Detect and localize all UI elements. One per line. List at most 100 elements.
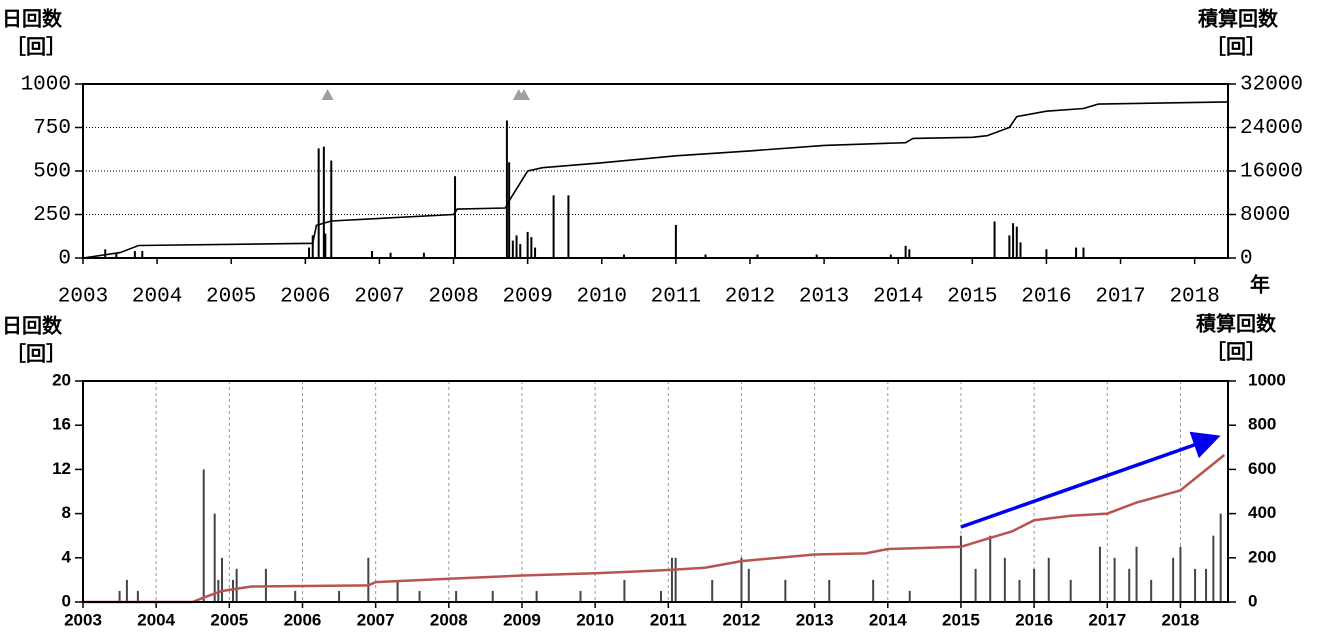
cumulative-line [83, 454, 1226, 604]
bar [308, 247, 311, 258]
event-marker [517, 89, 530, 100]
bar [1205, 568, 1208, 602]
bar [740, 557, 743, 602]
bar [505, 120, 508, 258]
bar [908, 249, 911, 258]
y-tick-label: 20 [52, 370, 71, 389]
x-tick-label: 2016 [1015, 610, 1053, 629]
x-tick-label: 2005 [210, 610, 248, 629]
bar [330, 160, 333, 258]
bar [454, 176, 457, 258]
bar [324, 233, 327, 258]
bar [959, 535, 962, 602]
x-tick-label: 2010 [576, 610, 614, 629]
bar [118, 590, 121, 602]
bar [670, 557, 673, 602]
bar [530, 237, 533, 258]
y2-tick-label: 16000 [1240, 161, 1303, 184]
x-tick-label: 2007 [357, 610, 395, 629]
bar [1172, 557, 1175, 602]
bar [567, 195, 570, 258]
bar [1212, 535, 1215, 602]
bar [338, 590, 341, 602]
bar [1033, 568, 1036, 602]
x-tick-label: 2008 [428, 286, 478, 309]
x-tick-label: 2006 [280, 286, 330, 309]
bar [202, 469, 205, 602]
trend-arrow [960, 431, 1221, 529]
x-tick-label: 2003 [58, 286, 108, 309]
y-unit: ［回］ [6, 342, 66, 366]
x-tick-label: 2018 [1162, 610, 1200, 629]
bar [508, 162, 511, 258]
bar [1047, 557, 1050, 602]
y2-label: 積算回数 [1198, 7, 1279, 31]
bar [231, 579, 234, 602]
y2-tick-label: 1000 [1248, 370, 1286, 389]
bar [1113, 557, 1116, 602]
bar [311, 235, 314, 258]
bar [535, 590, 538, 602]
y-tick-label: 8 [62, 503, 71, 522]
y-tick-label: 4 [62, 547, 72, 566]
x-tick-label: 2010 [577, 286, 627, 309]
bar [141, 251, 144, 258]
bar [711, 579, 714, 602]
bar [322, 146, 325, 258]
event-marker [321, 89, 334, 100]
bar [389, 252, 392, 258]
x-tick-label: 2011 [650, 610, 687, 629]
y2-tick-label: 600 [1248, 459, 1276, 478]
bar [1045, 249, 1048, 258]
bar [1012, 223, 1015, 258]
bar [235, 568, 238, 602]
bar [974, 568, 977, 602]
x-tick-label: 2012 [725, 286, 775, 309]
bar [993, 221, 996, 258]
y2-tick-label: 800 [1248, 415, 1276, 434]
bar [889, 254, 892, 258]
y-label: 日回数 [2, 314, 63, 338]
bar [136, 590, 139, 602]
bar [1150, 579, 1153, 602]
bar [367, 557, 370, 602]
bar [1003, 557, 1006, 602]
y2-tick-label: 0 [1240, 248, 1253, 271]
bar [747, 568, 750, 602]
bar [213, 513, 216, 602]
y2-tick-label: 24000 [1240, 117, 1303, 140]
bar [1015, 226, 1018, 258]
bar [519, 244, 522, 258]
y2-tick-label: 8000 [1240, 204, 1290, 227]
bar [1128, 568, 1131, 602]
bar [904, 245, 907, 258]
bar [623, 254, 626, 258]
bar [115, 252, 118, 258]
bar [1194, 568, 1197, 602]
bar [579, 590, 582, 602]
bar [317, 148, 320, 258]
bar [221, 557, 224, 602]
x-tick-label: 2014 [873, 286, 923, 309]
y-tick-label: 1000 [21, 74, 71, 97]
bar [104, 249, 107, 258]
x-tick-label: 2015 [942, 610, 980, 629]
x-tick-label: 2005 [206, 286, 256, 309]
x-tick-label: 2008 [430, 610, 468, 629]
bar [455, 590, 458, 602]
bar [133, 251, 136, 258]
bar [396, 579, 399, 602]
x-tick-label: 2014 [869, 610, 907, 629]
y-tick-label: 0 [58, 248, 71, 271]
bar [371, 251, 374, 258]
bar [125, 579, 128, 602]
bar [1179, 546, 1182, 602]
y2-label: 積算回数 [1196, 312, 1277, 336]
bar [828, 579, 831, 602]
bar [1018, 579, 1021, 602]
x-tick-label: 2012 [723, 610, 761, 629]
x-tick-label: 2013 [799, 286, 849, 309]
y-label: 日回数 [2, 7, 63, 31]
bar [1019, 242, 1022, 258]
bar [515, 235, 518, 258]
